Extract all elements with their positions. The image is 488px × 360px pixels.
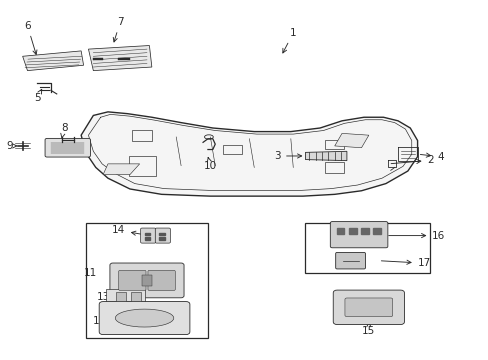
Text: 14: 14 xyxy=(112,225,146,235)
FancyBboxPatch shape xyxy=(330,222,387,248)
FancyBboxPatch shape xyxy=(45,138,90,157)
FancyBboxPatch shape xyxy=(148,270,175,291)
Text: 1: 1 xyxy=(282,28,296,53)
Polygon shape xyxy=(144,233,150,235)
Bar xyxy=(325,140,343,149)
Bar xyxy=(131,292,141,301)
FancyBboxPatch shape xyxy=(344,298,392,317)
Bar xyxy=(222,145,242,154)
FancyBboxPatch shape xyxy=(119,270,146,291)
Polygon shape xyxy=(103,164,140,175)
Text: 15: 15 xyxy=(362,323,375,336)
Polygon shape xyxy=(360,228,368,234)
Text: 17: 17 xyxy=(381,258,430,268)
Bar xyxy=(325,162,343,173)
Bar xyxy=(105,289,144,304)
Polygon shape xyxy=(348,228,356,234)
Bar xyxy=(305,223,429,273)
Polygon shape xyxy=(336,228,344,234)
FancyBboxPatch shape xyxy=(110,263,183,298)
Polygon shape xyxy=(144,237,150,239)
Bar xyxy=(132,130,152,140)
Text: 16: 16 xyxy=(388,231,445,240)
Polygon shape xyxy=(159,237,164,239)
FancyBboxPatch shape xyxy=(99,302,189,334)
Polygon shape xyxy=(93,58,103,60)
Polygon shape xyxy=(118,58,130,60)
Text: 3: 3 xyxy=(274,151,301,161)
FancyBboxPatch shape xyxy=(335,252,365,269)
Polygon shape xyxy=(88,45,152,71)
Text: 7: 7 xyxy=(113,17,123,42)
FancyBboxPatch shape xyxy=(332,290,404,324)
Text: 9: 9 xyxy=(6,141,17,151)
Polygon shape xyxy=(159,233,164,235)
Text: 6: 6 xyxy=(24,21,37,54)
Text: 13: 13 xyxy=(97,292,122,302)
FancyBboxPatch shape xyxy=(141,228,156,243)
Text: 8: 8 xyxy=(61,123,67,139)
Polygon shape xyxy=(22,51,83,71)
Polygon shape xyxy=(334,134,368,148)
Text: 12: 12 xyxy=(92,316,105,325)
Polygon shape xyxy=(81,112,417,196)
Text: 4: 4 xyxy=(420,152,443,162)
Text: 11: 11 xyxy=(84,268,97,278)
Bar xyxy=(116,292,126,301)
Polygon shape xyxy=(372,228,380,234)
Bar xyxy=(128,156,155,176)
Polygon shape xyxy=(142,275,152,286)
Text: 5: 5 xyxy=(34,89,41,103)
Text: 10: 10 xyxy=(203,158,217,171)
Text: 2: 2 xyxy=(390,155,433,165)
Polygon shape xyxy=(305,151,346,161)
Bar xyxy=(86,223,207,338)
Ellipse shape xyxy=(115,309,173,327)
FancyBboxPatch shape xyxy=(155,228,170,243)
